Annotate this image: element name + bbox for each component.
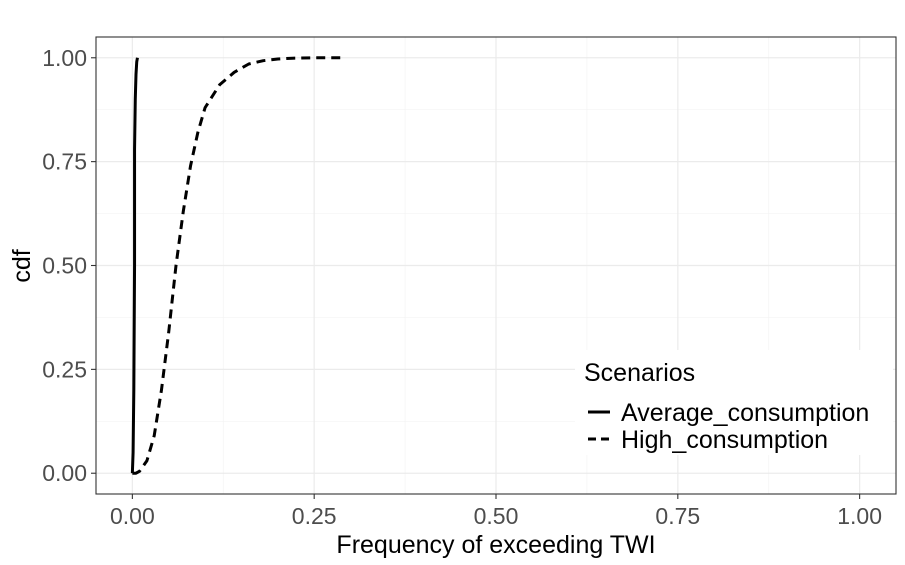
series-line-high-consumption	[132, 56, 344, 475]
y-tick-label: 0.25	[42, 356, 87, 382]
y-axis-title: cdf	[8, 249, 36, 282]
y-tick-label: 0.00	[42, 460, 87, 486]
legend: Scenarios Average_consumptionHigh_consum…	[575, 350, 893, 455]
legend-label-high-consumption: High_consumption	[621, 426, 828, 454]
legend-title: Scenarios	[584, 359, 695, 387]
x-tick-label: 0.00	[110, 503, 155, 529]
x-tick-label: 0.50	[474, 503, 519, 529]
x-tick-label: 1.00	[837, 503, 882, 529]
legend-label-average-consumption: Average_consumption	[621, 399, 869, 427]
y-tick-label: 1.00	[42, 45, 87, 71]
axes: 0.00 0.25 0.50 0.75 1.00 0.00 0.25 0.50 0.75 1.00	[42, 45, 882, 529]
grid	[96, 37, 896, 494]
y-tick-label: 0.75	[42, 149, 87, 175]
y-tick-label: 0.50	[42, 253, 87, 279]
series-line-average-consumption	[130, 57, 139, 474]
x-axis-title: Frequency of exceeding TWI	[336, 531, 655, 559]
legend-background	[575, 350, 893, 455]
x-tick-label: 0.25	[292, 503, 337, 529]
x-tick-label: 0.75	[655, 503, 700, 529]
data-series	[130, 56, 344, 475]
